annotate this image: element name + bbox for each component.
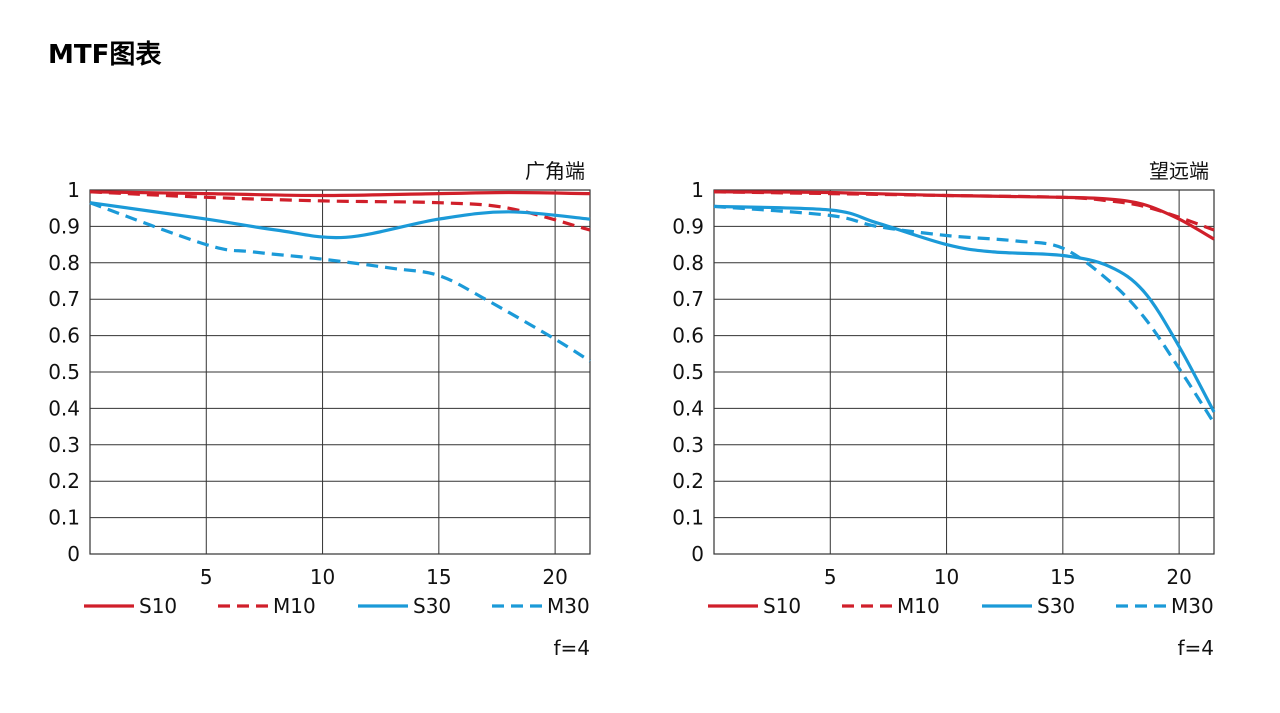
y-tick-label: 0.4 — [672, 396, 704, 420]
legend-label-s30: S30 — [1037, 594, 1075, 618]
x-tick-label: 15 — [426, 565, 451, 589]
y-tick-label: 1 — [67, 178, 80, 202]
y-tick-label: 0 — [691, 542, 704, 566]
mtf-chart-tele-svg: 望远端 f=4 00.10.20.30.40.50.60.70.80.915 10… — [672, 159, 1216, 660]
y-tick-label: 0.4 — [48, 396, 80, 420]
y-tick-label: 0.8 — [672, 251, 704, 275]
y-tick-label: 0.6 — [672, 324, 704, 348]
x-tick-label: 5 — [200, 565, 213, 589]
legend-label-m10: M10 — [897, 594, 940, 618]
series-line-s30 — [713, 204, 1216, 413]
x-tick-label: 20 — [542, 565, 567, 589]
series-line-s10 — [89, 190, 591, 198]
y-tick-label: 0 — [67, 542, 80, 566]
chart-title: 望远端 — [1149, 159, 1209, 183]
y-tick-label: 0.3 — [672, 433, 704, 457]
y-tick-label: 0.7 — [672, 287, 704, 311]
aperture-label: f=4 — [553, 636, 590, 660]
x-tick-label: 10 — [310, 565, 335, 589]
series-line-m10 — [89, 190, 591, 232]
legend-label-m10: M10 — [273, 594, 316, 618]
y-tick-label: 1 — [691, 178, 704, 202]
legend-label-m30: M30 — [547, 594, 590, 618]
legend-label-s10: S10 — [139, 594, 177, 618]
x-tick-label: 10 — [934, 565, 959, 589]
aperture-label: f=4 — [1177, 636, 1214, 660]
x-tick-label: 15 — [1050, 565, 1075, 589]
y-tick-label: 0.3 — [48, 433, 80, 457]
x-tick-label: 20 — [1166, 565, 1191, 589]
legend-label-s30: S30 — [413, 594, 451, 618]
mtf-chart-wide: 广角端 f=4 0 0.1 0.2 0.3 0.4 0.5 0.6 0.7 0.8 0.9 1 5 10… — [40, 148, 600, 668]
mtf-chart-wide-svg: 广角端 f=4 00.10.20.30.40.50.60.70.80.915 10… — [48, 159, 591, 660]
y-tick-label: 0.1 — [672, 506, 704, 530]
y-tick-label: 0.2 — [672, 469, 704, 493]
y-tick-label: 0.5 — [672, 360, 704, 384]
y-tick-label: 0.1 — [48, 506, 80, 530]
y-tick-label: 0.9 — [48, 214, 80, 238]
legend-label-s10: S10 — [763, 594, 801, 618]
legend-label-m30: M30 — [1171, 594, 1214, 618]
y-tick-label: 0.8 — [48, 251, 80, 275]
y-tick-label: 0.6 — [48, 324, 80, 348]
x-tick-label: 5 — [824, 565, 837, 589]
mtf-chart-tele: 望远端 f=4 0 0.1 0.2 0.3 0.4 0.5 0.6 0.7 0.8 0.9 1 5 10… — [664, 148, 1224, 668]
series-line-m30 — [89, 201, 591, 363]
page-title: MTF图表 — [48, 40, 162, 70]
y-tick-label: 0.7 — [48, 287, 80, 311]
y-tick-label: 0.5 — [48, 360, 80, 384]
series-line-s30 — [89, 201, 591, 240]
y-tick-label: 0.9 — [672, 214, 704, 238]
y-tick-label: 0.2 — [48, 469, 80, 493]
chart-title: 广角端 — [525, 159, 585, 183]
series-line-m10 — [713, 190, 1215, 232]
